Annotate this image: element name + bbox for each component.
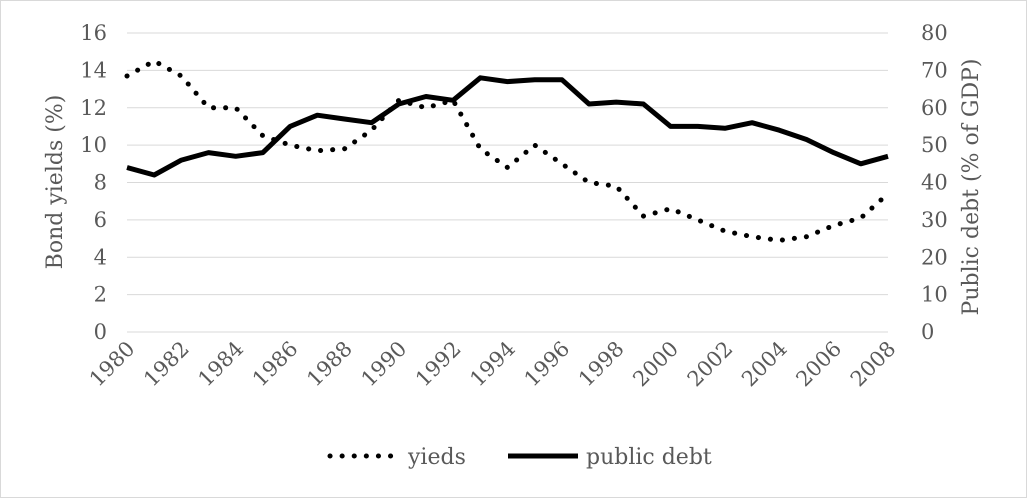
series-line-public-debt	[126, 75, 889, 178]
y-tick-label: 16	[80, 21, 107, 45]
legend: yieds public debt	[327, 445, 712, 470]
x-tick-label: 1988	[302, 337, 357, 392]
legend-label-public-debt: public debt	[586, 445, 712, 470]
x-tick-label: 2004	[737, 337, 792, 392]
x-tick-label: 1998	[574, 337, 629, 392]
x-tick-label: 2008	[846, 337, 901, 392]
y-axis-right: 0 10 20 30 40 50 60 70 80	[921, 21, 948, 344]
y-axis-title: Bond yields (%)	[43, 95, 68, 270]
y2-tick-label: 0	[921, 320, 934, 344]
x-tick-label: 1994	[465, 337, 520, 392]
y-tick-label: 2	[94, 283, 107, 307]
series-line-yieds	[124, 58, 891, 243]
y-axis-left: 0 2 4 6 8 10 12 14 16	[80, 21, 107, 344]
x-tick-label: 1996	[520, 337, 575, 392]
x-tick-label: 1992	[411, 337, 466, 392]
y2-tick-label: 60	[921, 96, 948, 120]
x-tick-label: 1980	[85, 337, 140, 392]
y2-tick-label: 10	[921, 283, 948, 307]
x-tick-label: 1982	[139, 337, 194, 392]
gridlines	[127, 32, 888, 333]
x-tick-label: 1990	[357, 337, 412, 392]
y2-tick-label: 20	[921, 245, 948, 269]
x-tick-label: 2000	[628, 337, 683, 392]
y2-tick-label: 30	[921, 208, 948, 232]
y-tick-label: 10	[80, 133, 107, 157]
y-tick-label: 14	[80, 58, 107, 82]
y-tick-label: 0	[94, 320, 107, 344]
y-tick-label: 12	[80, 96, 107, 120]
y2-tick-label: 70	[921, 58, 948, 82]
x-axis: 1980 1982 1984 1986 1988 1990 1992 1994 1996 1998…	[85, 337, 901, 392]
y2-tick-label: 80	[921, 21, 948, 45]
y-tick-label: 8	[94, 171, 107, 195]
y2-axis-title: Public debt (% of GDP)	[959, 59, 984, 316]
y-tick-label: 6	[94, 208, 107, 232]
y2-tick-label: 40	[921, 171, 948, 195]
y-tick-label: 4	[94, 245, 107, 269]
series-lines	[124, 58, 891, 243]
x-tick-label: 1986	[248, 337, 303, 392]
y2-tick-label: 50	[921, 133, 948, 157]
legend-label-yieds: yieds	[407, 445, 466, 470]
x-tick-label: 1984	[193, 337, 248, 392]
x-tick-label: 2006	[791, 337, 846, 392]
x-tick-label: 2002	[683, 337, 738, 392]
